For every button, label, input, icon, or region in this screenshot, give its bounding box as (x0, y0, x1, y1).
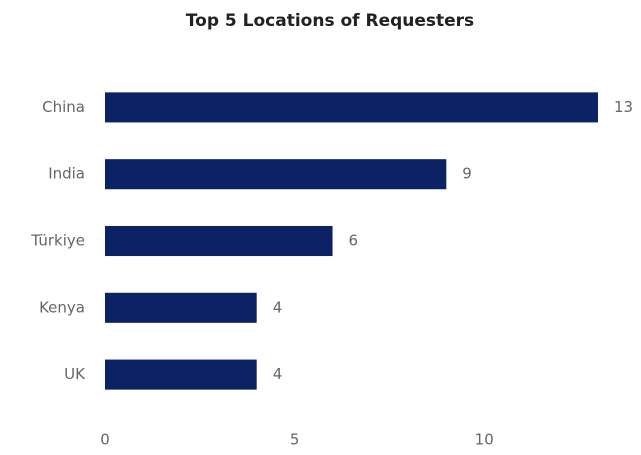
bar (105, 359, 257, 390)
x-tick-label: 10 (475, 431, 494, 449)
data-label: 4 (273, 298, 283, 316)
bar (105, 159, 447, 190)
bar (105, 92, 598, 123)
y-tick-label: Kenya (39, 298, 85, 316)
x-tick-label: 5 (290, 431, 300, 449)
chart-title: Top 5 Locations of Requesters (186, 11, 474, 31)
y-tick-label: India (48, 165, 85, 183)
data-label: 4 (273, 365, 283, 383)
y-tick-label: Türkiye (30, 232, 85, 250)
y-tick-label: UK (64, 365, 86, 383)
bar (105, 292, 257, 323)
x-tick-label: 0 (100, 431, 110, 449)
data-label: 9 (462, 165, 472, 183)
y-tick-label: China (42, 98, 85, 116)
bar (105, 225, 333, 257)
data-label: 6 (349, 232, 359, 250)
data-label: 13 (614, 98, 633, 116)
